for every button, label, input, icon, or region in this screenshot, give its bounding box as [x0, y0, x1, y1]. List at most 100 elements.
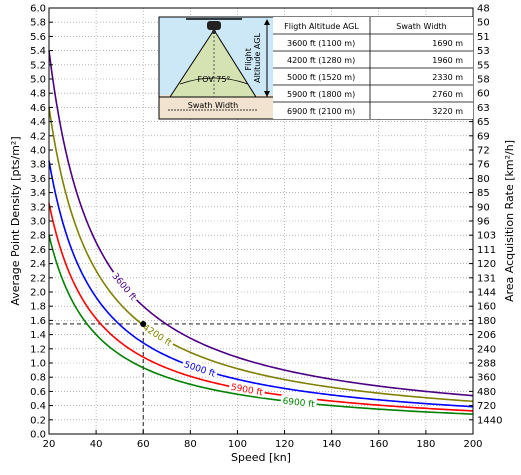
y-tick-label: 5.6	[30, 32, 46, 43]
y2-tick-label: 360	[477, 373, 496, 384]
y2-tick-label: 76	[477, 160, 490, 171]
x-tick-label: 120	[275, 439, 294, 450]
series-label-background	[280, 394, 318, 410]
inset-ground	[159, 95, 273, 119]
table-cell-swath: 3220 m	[432, 107, 463, 116]
table-cell-swath: 1690 m	[432, 39, 463, 48]
y-tick-label: 3.2	[30, 202, 46, 213]
inset-fov-arc	[179, 77, 249, 85]
swath-table: Fligth Altitude AGL Swath Width 3600 ft (1…	[273, 17, 473, 119]
table-cell-altitude: 4200 ft (1280 m)	[287, 56, 355, 65]
series-line	[48, 160, 474, 408]
series-label-background	[181, 357, 219, 380]
y2-tick-label: 80	[477, 174, 490, 185]
y-tick-label: 0.2	[30, 415, 46, 426]
y-tick-label: 0.4	[30, 401, 46, 412]
y-tick-label: 2.0	[30, 288, 46, 299]
y2-tick-label: 96	[477, 217, 490, 228]
series-label-group: 3600 ft	[109, 268, 141, 304]
y-tick-label: 1.2	[30, 344, 46, 355]
y2-tick-label: 65	[477, 117, 490, 128]
y2-tick-label: 69	[477, 131, 490, 142]
y-tick-label: 4.6	[30, 103, 46, 114]
table-cell-altitude: 5900 ft (1800 m)	[287, 90, 355, 99]
y-tick-label: 5.8	[30, 18, 46, 29]
series-line	[48, 203, 474, 412]
series-group	[48, 50, 474, 415]
y-tick-label: 5.2	[30, 60, 46, 71]
x-tick-label: 180	[416, 439, 435, 450]
y-tick-label: 1.8	[30, 302, 46, 313]
x-tick-label: 40	[90, 439, 103, 450]
reference-point	[140, 320, 147, 327]
y-tick-label: 1.4	[30, 330, 46, 341]
y2-tick-label: 51	[477, 32, 490, 43]
series-label-group: 6900 ft	[280, 394, 318, 410]
y2-tick-label: 60	[477, 89, 490, 100]
y2-tick-label: 53	[477, 46, 490, 57]
y-tick-label: 2.8	[30, 231, 46, 242]
y2-tick-label: 58	[477, 75, 490, 86]
table-header-cell: Fligth Altitude AGL	[284, 22, 359, 31]
y-tick-label: 0.0	[30, 430, 46, 441]
y-tick-label: 4.0	[30, 146, 46, 157]
inset-swath-label: Swath Width	[188, 101, 239, 110]
y-axis-label: Average Point Density [pts/m²]	[9, 136, 22, 305]
inset-fov-label: FOV 75°	[198, 75, 231, 84]
x-tick-label: 160	[369, 439, 388, 450]
reference-lines	[49, 323, 473, 434]
y2-tick-label: 85	[477, 188, 490, 199]
x-tick-label: 200	[463, 439, 482, 450]
table-cell-swath: 2330 m	[432, 73, 463, 82]
y2-tick-label: 240	[477, 344, 496, 355]
x-tick-label: 140	[322, 439, 341, 450]
table-cell-altitude: 6900 ft (2100 m)	[287, 107, 355, 116]
y2-tick-label: 103	[477, 231, 496, 242]
series-label: 6900 ft	[282, 397, 316, 410]
y-tick-label: 1.0	[30, 359, 46, 370]
inset-altitude-label: Flight Altitude AGL	[244, 33, 262, 83]
x-axis-ticks: 20 40 60 80 100 120 140 160 180 200	[43, 430, 483, 450]
y-tick-label: 4.8	[30, 89, 46, 100]
y2-tick-label: 72	[477, 146, 490, 157]
table-cell-swath: 1960 m	[432, 56, 463, 65]
series-label: 3600 ft	[109, 271, 138, 303]
y-tick-label: 5.0	[30, 75, 46, 86]
y2-tick-label: 720	[477, 401, 496, 412]
y2-tick-label: 120	[477, 259, 496, 270]
series-label-background	[228, 380, 266, 398]
y-tick-label: 1.6	[30, 316, 46, 327]
series-line	[48, 107, 474, 403]
y2-tick-label: 480	[477, 387, 496, 398]
x-tick-label: 80	[184, 439, 197, 450]
inset-cone-edge-left	[169, 29, 215, 98]
y2-tick-label: 131	[477, 273, 496, 284]
y2-tick-label: 180	[477, 316, 496, 327]
y2-tick-label: 1440	[477, 415, 502, 426]
inset-figure: FOV 75° Swath Width Flight Altitude AGL …	[158, 16, 474, 120]
y-tick-label: 3.4	[30, 188, 46, 199]
x-axis-label: Speed [kn]	[231, 451, 291, 464]
inset-aircraft-icon	[207, 21, 221, 30]
y-tick-label: 3.6	[30, 174, 46, 185]
y2-tick-label: 288	[477, 359, 496, 370]
y-tick-label: 3.0	[30, 217, 46, 228]
x-tick-label: 100	[228, 439, 247, 450]
table-header-cell: Swath Width	[396, 22, 447, 31]
inset-cone-edge-right	[213, 29, 257, 98]
y-axis-ticks: 0.0 0.2 0.4 0.6 0.8 1.0 1.2 1.4 1.6 1.8 2.0 2.2 2.4 2…	[30, 4, 53, 441]
y-tick-label: 3.8	[30, 160, 46, 171]
y2-tick-label: 90	[477, 202, 490, 213]
y-tick-label: 0.6	[30, 387, 46, 398]
inset-altitude-arrow-top	[264, 19, 270, 25]
table-cell-altitude: 5000 ft (1520 m)	[287, 73, 355, 82]
y2-tick-label: 50	[477, 18, 490, 29]
inset-altitude-arrow-bottom	[264, 91, 270, 97]
y2-tick-label: 144	[477, 288, 496, 299]
y-tick-label: 2.6	[30, 245, 46, 256]
x-tick-label: 20	[43, 439, 56, 450]
y-tick-label: 4.2	[30, 131, 46, 142]
inset-sensor-icon	[212, 30, 216, 34]
y-tick-label: 0.8	[30, 373, 46, 384]
y2-tick-label: 160	[477, 302, 496, 313]
